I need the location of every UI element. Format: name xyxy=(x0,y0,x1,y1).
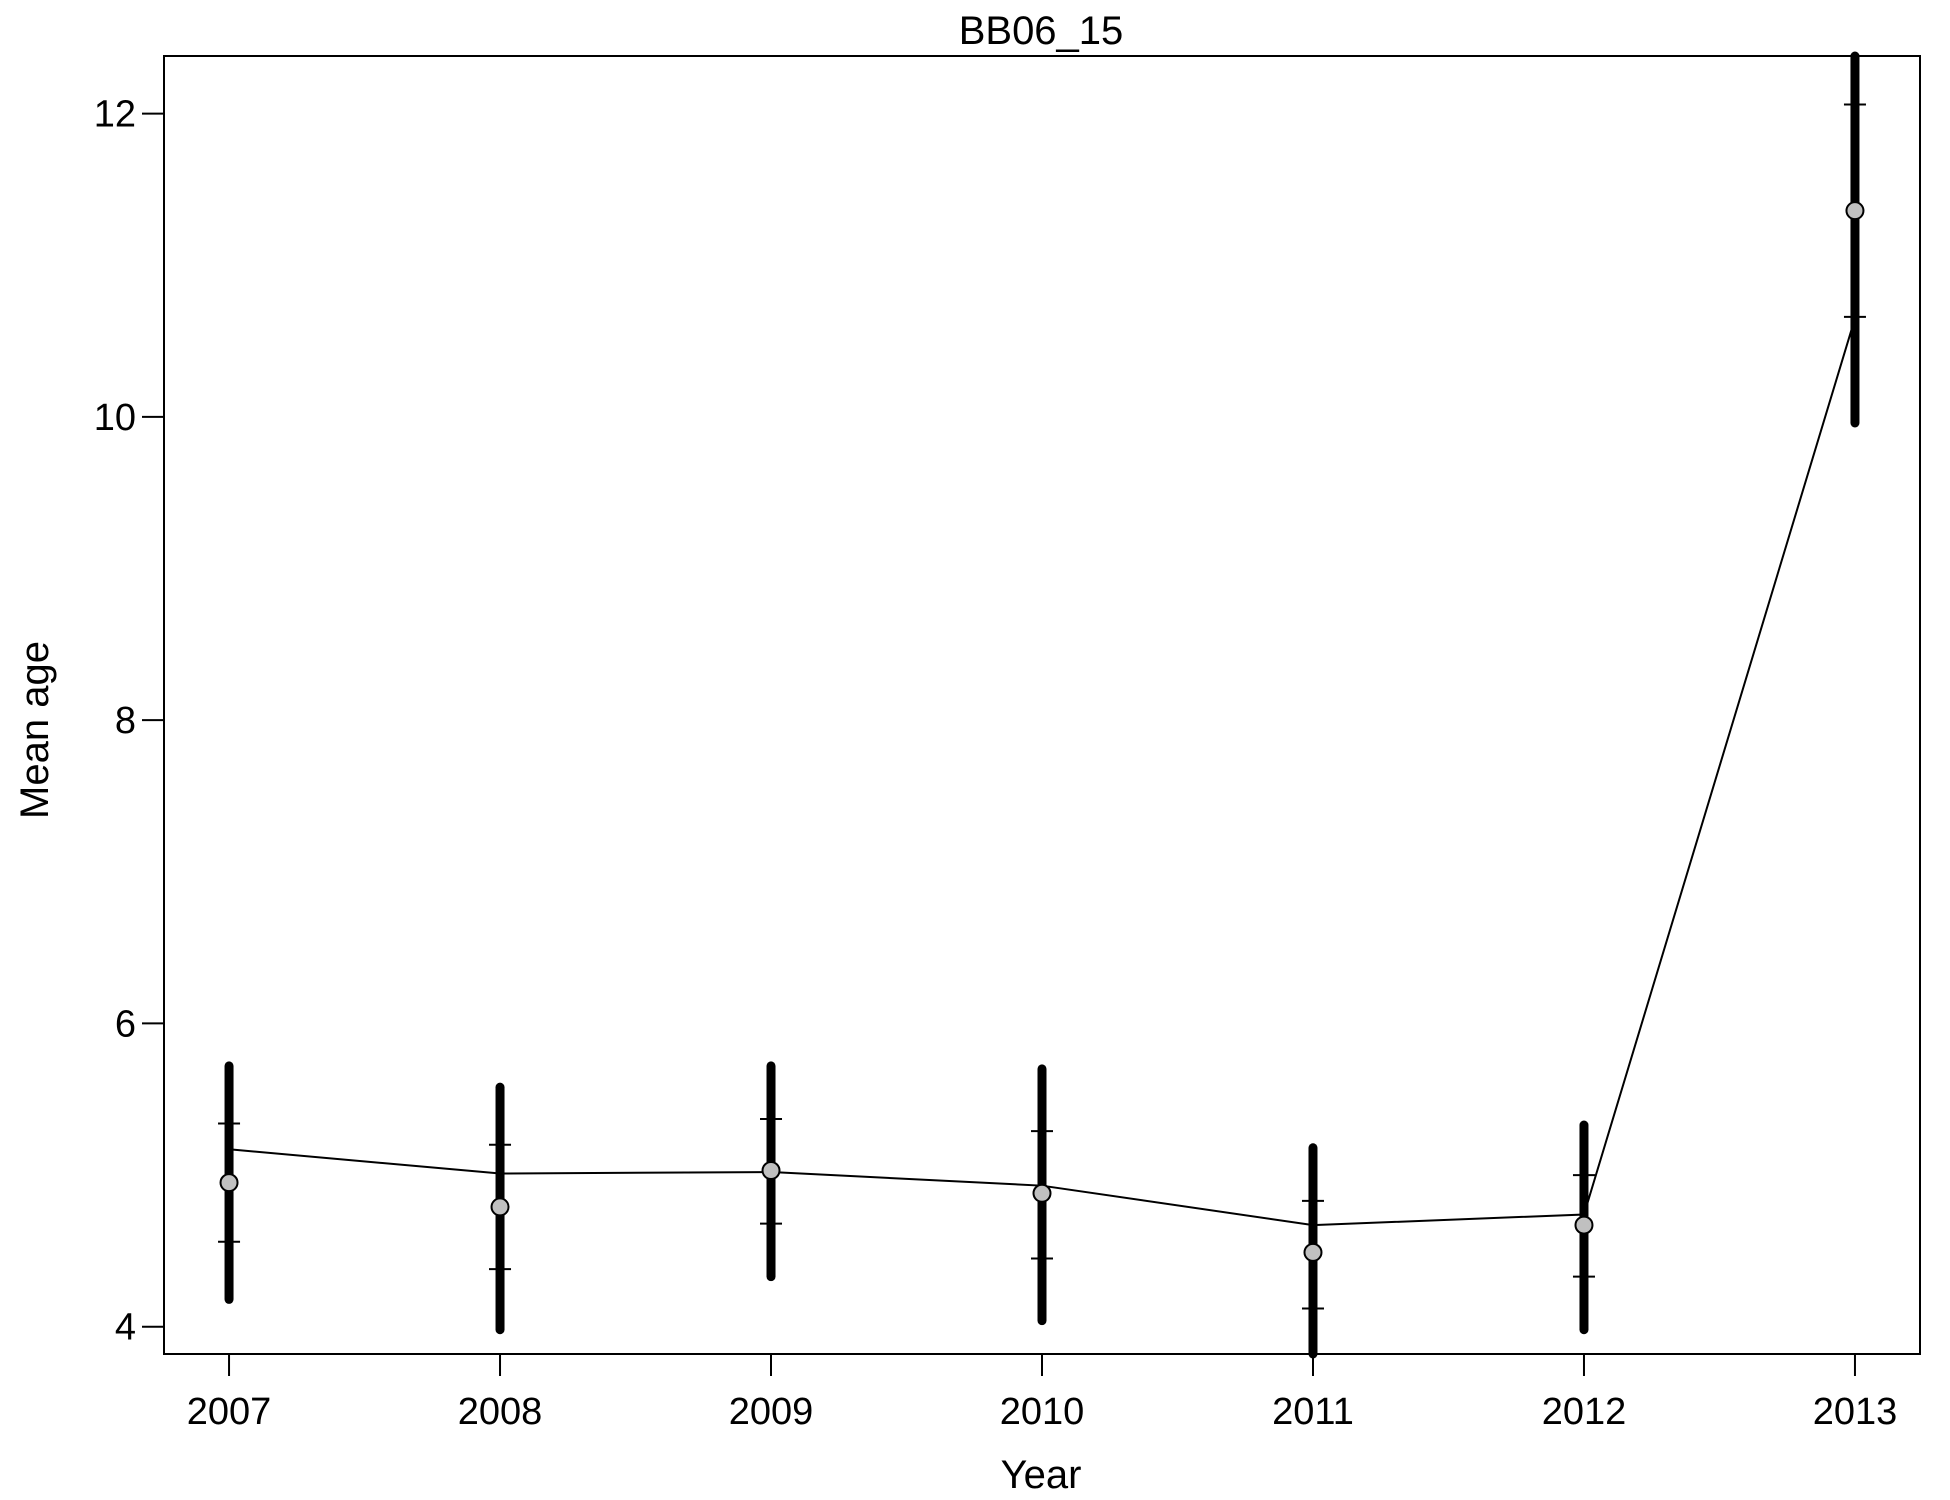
observed-point xyxy=(1574,1215,1594,1235)
x-tick-label: 2013 xyxy=(1813,1391,1898,1433)
x-axis-title: Year xyxy=(1001,1453,1082,1497)
chart-title: BB06_15 xyxy=(959,9,1124,53)
observed-point xyxy=(761,1161,781,1181)
y-axis-title: Mean age xyxy=(13,641,57,819)
observed-point xyxy=(490,1197,510,1217)
observed-point xyxy=(1845,201,1865,221)
x-tick-label: 2007 xyxy=(187,1391,272,1433)
observed-point xyxy=(219,1173,239,1193)
x-tick-label: 2011 xyxy=(1272,1391,1354,1433)
y-axis: 4 6 8 10 12 xyxy=(94,94,164,1349)
x-tick-label: 2009 xyxy=(729,1391,814,1433)
y-tick-label: 8 xyxy=(115,700,136,742)
x-axis: 2007 2008 2009 2010 2011 2012 2013 xyxy=(187,1354,1897,1433)
observed-point xyxy=(1032,1183,1052,1203)
y-tick-label: 4 xyxy=(115,1307,136,1349)
x-tick-label: 2012 xyxy=(1542,1391,1627,1433)
y-tick-label: 6 xyxy=(115,1003,136,1045)
y-tick-label: 12 xyxy=(94,94,136,136)
x-tick-label: 2010 xyxy=(1000,1391,1085,1433)
x-tick-label: 2008 xyxy=(458,1391,543,1433)
plot-marks xyxy=(218,51,1866,1359)
y-tick-label: 10 xyxy=(94,397,136,439)
observed-point xyxy=(1303,1242,1323,1262)
